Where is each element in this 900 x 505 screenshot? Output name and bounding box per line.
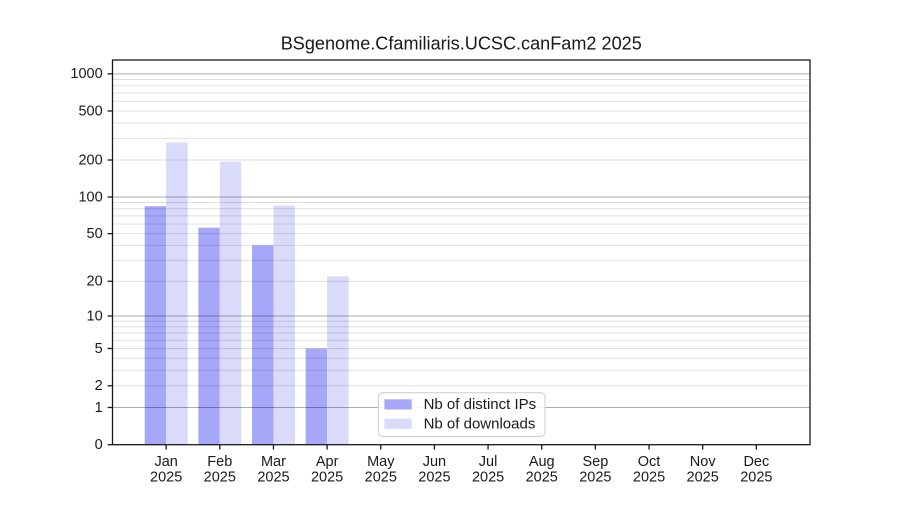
svg-text:2025: 2025	[740, 470, 772, 486]
svg-text:2025: 2025	[526, 470, 558, 486]
svg-text:BSgenome.Cfamiliaris.UCSC.canF: BSgenome.Cfamiliaris.UCSC.canFam2 2025	[281, 34, 642, 54]
svg-text:2025: 2025	[418, 470, 450, 486]
svg-text:Apr: Apr	[316, 454, 339, 470]
svg-text:5: 5	[95, 341, 103, 357]
svg-text:Nov: Nov	[690, 454, 717, 470]
svg-text:Jan: Jan	[154, 454, 177, 470]
svg-text:1: 1	[95, 400, 103, 416]
svg-text:Mar: Mar	[261, 454, 286, 470]
svg-text:Sep: Sep	[582, 454, 608, 470]
svg-text:Oct: Oct	[638, 454, 661, 470]
svg-text:2025: 2025	[579, 470, 611, 486]
svg-text:2: 2	[95, 378, 103, 394]
svg-text:2025: 2025	[633, 470, 665, 486]
svg-text:200: 200	[78, 152, 102, 168]
svg-text:20: 20	[87, 274, 103, 290]
svg-text:0: 0	[95, 437, 103, 453]
svg-text:2025: 2025	[150, 470, 182, 486]
svg-text:2025: 2025	[257, 470, 289, 486]
svg-text:Feb: Feb	[207, 454, 232, 470]
svg-text:2025: 2025	[204, 470, 236, 486]
svg-text:2025: 2025	[472, 470, 504, 486]
svg-text:Jul: Jul	[479, 454, 498, 470]
svg-text:Nb of distinct IPs: Nb of distinct IPs	[424, 396, 537, 413]
svg-text:2025: 2025	[365, 470, 397, 486]
svg-text:Dec: Dec	[743, 454, 769, 470]
svg-text:50: 50	[87, 226, 103, 242]
svg-text:10: 10	[87, 308, 103, 324]
svg-text:500: 500	[78, 103, 102, 119]
svg-text:2025: 2025	[311, 470, 343, 486]
svg-text:May: May	[367, 454, 395, 470]
svg-text:Jun: Jun	[423, 454, 446, 470]
svg-text:Nb of downloads: Nb of downloads	[424, 416, 536, 433]
svg-text:1000: 1000	[70, 66, 102, 82]
svg-text:Aug: Aug	[529, 454, 555, 470]
svg-text:2025: 2025	[687, 470, 719, 486]
svg-text:100: 100	[78, 189, 102, 205]
